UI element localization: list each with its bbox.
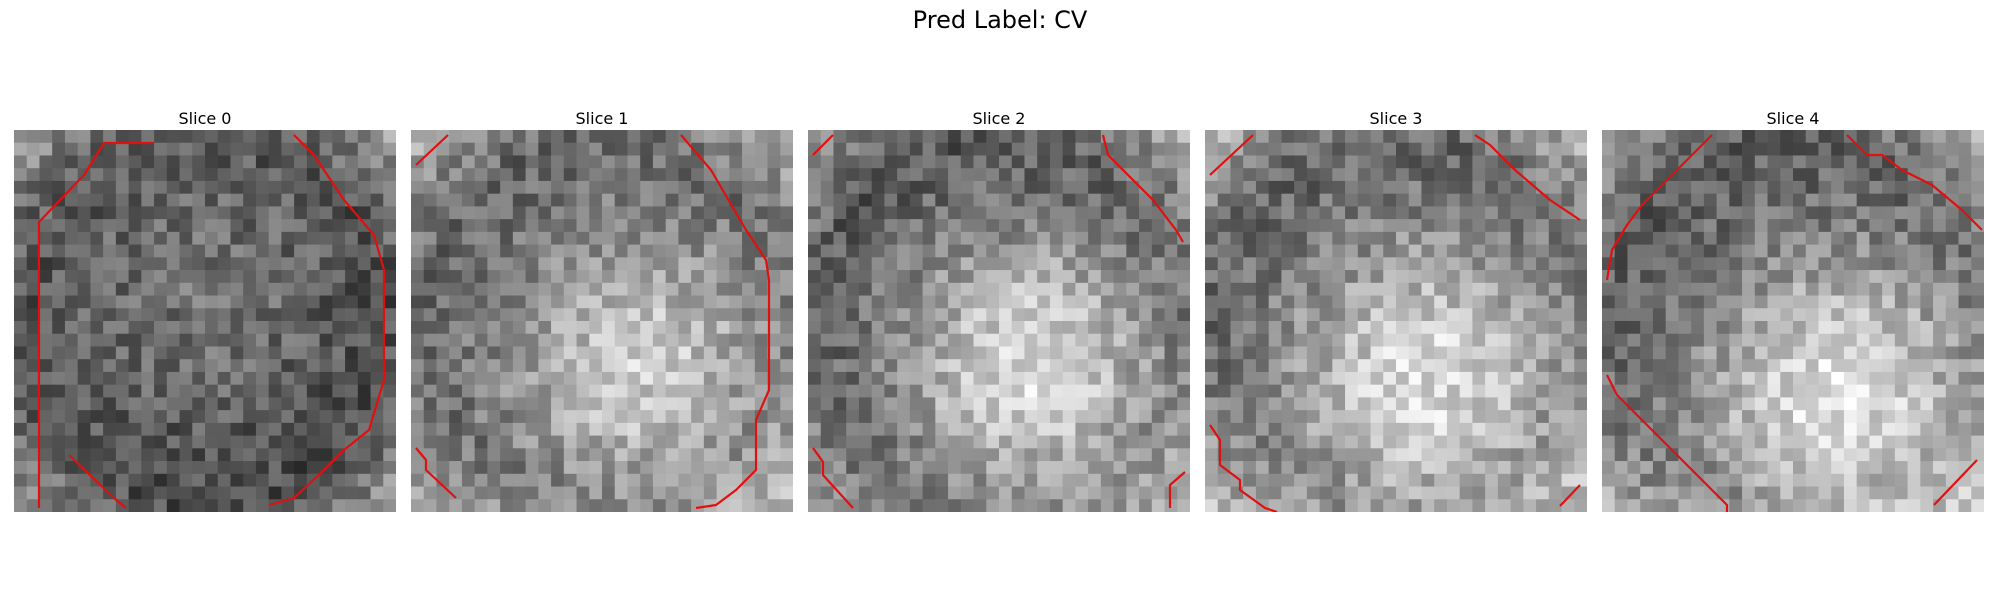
contour-line (812, 447, 854, 509)
contour-line (812, 134, 834, 156)
contour-line (415, 447, 457, 499)
contour-line (1559, 484, 1581, 507)
slice-image (1602, 130, 1984, 512)
contour-lines (37, 134, 386, 509)
contour-line (1606, 374, 1729, 512)
contour-line (1101, 134, 1184, 243)
contour-line (1605, 134, 1713, 281)
slice-panel-3: Slice 3 (1205, 108, 1587, 512)
contour-line (415, 134, 449, 166)
contour-line (680, 134, 771, 510)
slice-image (1205, 130, 1587, 512)
slice-image (14, 130, 396, 512)
slice-panel-0: Slice 0 (14, 108, 396, 512)
slice-title: Slice 0 (178, 109, 232, 128)
contour-line (1933, 459, 1978, 506)
contour-lines (415, 134, 771, 510)
contour-line (1474, 134, 1581, 221)
slice-image (411, 130, 793, 512)
contour-lines (812, 134, 1186, 509)
contour-line (1209, 424, 1278, 512)
contour-lines (1605, 134, 1983, 512)
contour-line (268, 134, 386, 507)
slice-image (808, 130, 1190, 512)
contour-line (68, 454, 127, 509)
contour-lines (1209, 134, 1581, 512)
contour-line (1846, 134, 1983, 231)
contour-line (37, 141, 154, 508)
contour-line (1168, 471, 1186, 508)
slice-title: Slice 3 (1369, 109, 1423, 128)
slice-panel-4: Slice 4 (1602, 108, 1984, 512)
contour-line (1209, 134, 1254, 176)
figure-title: Pred Label: CV (912, 6, 1088, 34)
slice-title: Slice 1 (575, 109, 629, 128)
slice-title: Slice 4 (1766, 109, 1820, 128)
slice-panel-1: Slice 1 (411, 108, 793, 512)
slice-panel-2: Slice 2 (808, 108, 1190, 512)
slice-title: Slice 2 (972, 109, 1026, 128)
